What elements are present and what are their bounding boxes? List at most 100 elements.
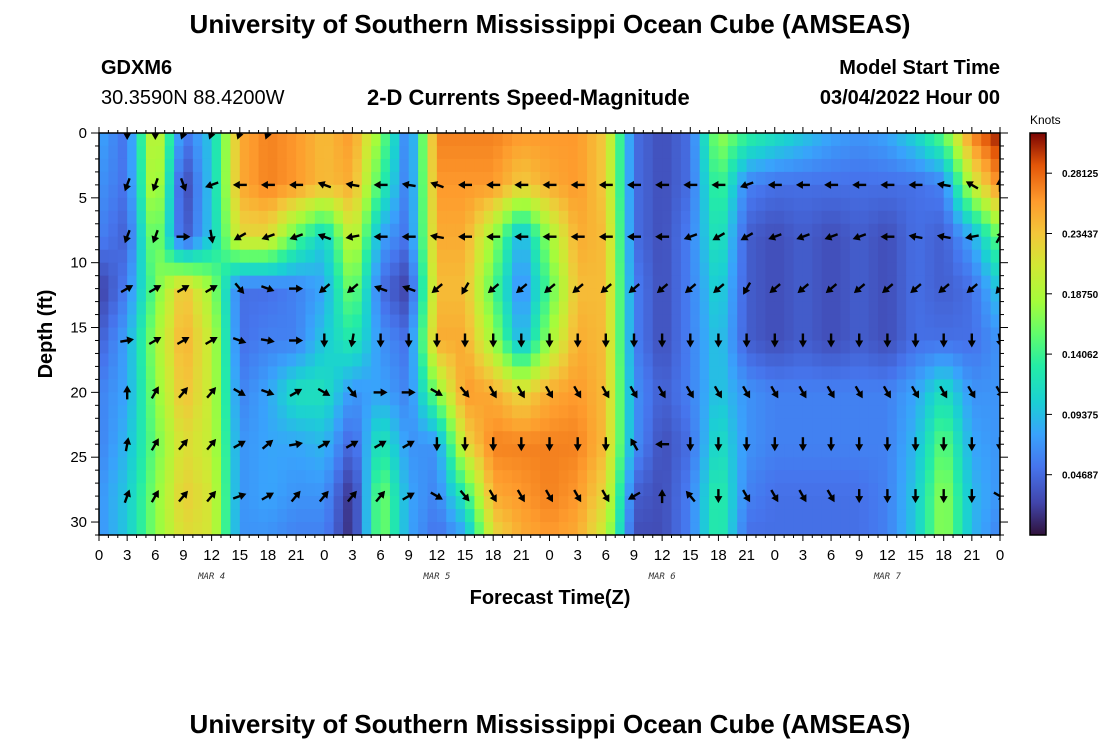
heat-cell <box>746 314 757 329</box>
heat-cell <box>474 145 485 160</box>
current-vector <box>260 388 275 397</box>
heat-cell <box>540 457 551 471</box>
heat-cell <box>624 158 635 173</box>
heat-cell <box>746 288 757 303</box>
heat-cell <box>859 288 870 303</box>
current-vector <box>176 285 190 294</box>
heat-cell <box>737 327 748 342</box>
heat-cell <box>906 509 917 523</box>
heat-cell <box>765 249 776 264</box>
heat-cell <box>136 470 147 484</box>
heat-cell <box>615 210 626 225</box>
heat-cell <box>934 353 945 368</box>
heat-cell <box>314 392 325 406</box>
heat-cell <box>164 405 175 419</box>
heat-cell <box>849 133 860 147</box>
current-vector <box>320 333 329 348</box>
heat-cell <box>474 470 485 484</box>
heat-cell <box>221 236 231 251</box>
vector-head <box>461 340 469 348</box>
current-vector <box>514 232 529 241</box>
heat-cell <box>990 392 1000 406</box>
heat-cell <box>840 418 851 432</box>
heat-cell <box>915 392 926 406</box>
heat-cell <box>549 392 560 406</box>
heat-cell <box>877 314 888 329</box>
heat-cell <box>953 158 964 173</box>
heat-cell <box>812 379 823 393</box>
vector-head <box>630 438 638 447</box>
heat-cell <box>530 314 541 329</box>
current-vector <box>317 181 332 189</box>
heat-cell <box>896 145 907 160</box>
heat-cell <box>192 288 203 303</box>
heat-cell <box>605 171 616 186</box>
heat-cell <box>558 210 569 225</box>
heat-cell <box>727 444 738 458</box>
heat-cell <box>615 340 626 355</box>
heat-cell <box>868 236 879 251</box>
heat-cell <box>174 275 185 290</box>
heat-cell <box>859 133 870 147</box>
heat-cell <box>774 301 785 316</box>
heat-cell <box>953 171 964 186</box>
heat-cell <box>202 288 213 303</box>
heat-cell <box>145 327 156 342</box>
heat-cell <box>343 444 354 458</box>
heat-cell <box>765 418 776 432</box>
heat-cell <box>455 262 466 277</box>
heat-cell <box>953 457 964 471</box>
heat-cell <box>596 444 607 458</box>
heat-cell <box>183 223 194 238</box>
heat-cell <box>709 133 720 147</box>
vector-head <box>911 496 920 504</box>
heat-cell <box>258 366 269 380</box>
heat-cell <box>145 171 156 186</box>
heat-cell <box>324 431 335 445</box>
heat-cell <box>211 236 222 251</box>
heat-cell <box>859 145 870 160</box>
heat-cell <box>812 275 823 290</box>
heat-cell <box>493 366 504 380</box>
heat-cell <box>596 314 607 329</box>
heat-cell <box>399 133 410 147</box>
heat-cell <box>671 249 682 264</box>
heat-cell <box>774 275 785 290</box>
vector-head <box>295 440 303 449</box>
heat-cell <box>389 353 400 368</box>
vector-head <box>545 444 554 452</box>
heat-cell <box>183 288 194 303</box>
heat-cell <box>361 431 372 445</box>
current-vector <box>826 489 835 503</box>
current-vector <box>179 177 188 192</box>
heat-cell <box>924 262 935 277</box>
heat-cell <box>699 392 710 406</box>
current-vector <box>123 489 131 504</box>
heat-cell <box>802 392 813 406</box>
heat-cell <box>877 509 888 523</box>
heat-cell <box>183 210 194 225</box>
vector-head <box>349 389 357 398</box>
heat-cell <box>671 522 682 535</box>
heat-cell <box>408 366 419 380</box>
heat-cell <box>774 509 785 523</box>
heat-cell <box>784 262 795 277</box>
heat-cell <box>737 470 748 484</box>
heat-cell <box>680 431 691 445</box>
heat-cell <box>230 522 241 535</box>
heat-cell <box>577 418 588 432</box>
heat-cell <box>971 314 982 329</box>
heat-cell <box>502 301 513 316</box>
heat-cell <box>352 275 363 290</box>
heat-cell <box>127 171 138 186</box>
heat-cell <box>943 133 954 147</box>
heat-cell <box>662 444 673 458</box>
heat-cell <box>549 210 560 225</box>
heat-cell <box>455 184 466 199</box>
heat-cell <box>249 457 260 471</box>
heat-cell <box>324 145 335 160</box>
heat-cell <box>483 496 494 510</box>
vector-head <box>574 390 582 399</box>
heat-cell <box>699 158 710 173</box>
vector-head <box>853 285 862 294</box>
